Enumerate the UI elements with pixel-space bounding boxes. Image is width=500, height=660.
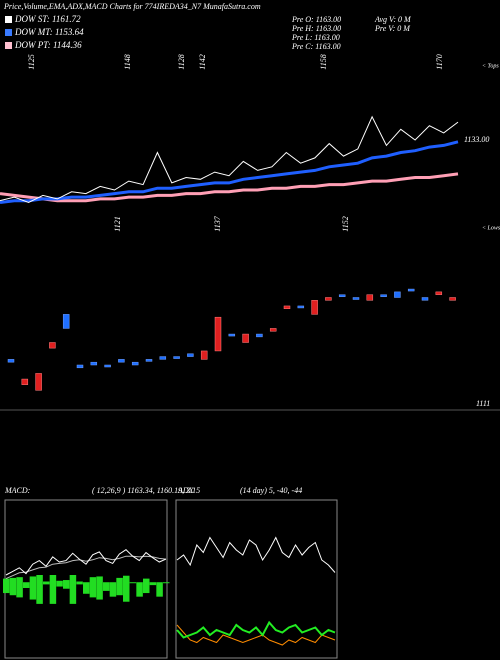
macd-hist [36,575,43,604]
macd-hist [143,578,150,594]
candle [76,364,84,369]
volume-info: Avg V: 0 M [374,15,412,24]
candle [325,297,332,301]
candle [366,294,374,301]
legend-text: DOW ST: 1161.72 [14,14,81,24]
macd-hist [89,577,97,598]
candle [449,297,456,301]
candle [159,356,167,360]
macd-label: MACD: [4,486,31,495]
top-label: 1158 [319,54,328,69]
candle [380,294,387,297]
top-label: 1125 [27,54,36,69]
macd-hist [163,582,170,584]
candle [131,361,139,366]
low-label: 1137 [213,215,222,231]
candle [49,342,56,349]
candle [407,288,415,292]
top-label: 1128 [177,54,186,69]
macd-hist [136,582,143,597]
top-label: 1170 [435,54,444,69]
candle [187,353,194,357]
last-price: 1133.00 [464,135,489,144]
macd-hist [156,582,163,597]
tops-marker: < Tops [482,63,499,69]
candle [269,328,277,332]
adx-params: (14 day) 5, -40, -44 [240,486,302,495]
macd-params: ( 12,26,9 ) 1163.34, 1160.19, 3.15 [92,486,200,495]
macd-hist [109,582,117,597]
price-line [0,172,459,203]
macd-hist [49,575,57,604]
macd-hist [63,580,70,589]
candle [311,300,318,315]
candle [435,291,443,295]
lows-marker: < Lows [482,225,500,231]
candle [256,333,263,338]
bottom-price: 1111 [476,399,490,408]
legend-text: DOW MT: 1153.64 [14,27,84,37]
candle [200,350,208,360]
price-line [0,140,459,204]
macd-hist [129,582,137,584]
candle [104,364,111,368]
macd-hist [29,576,37,600]
top-label: 1148 [123,54,132,69]
adx-line [176,620,336,639]
macd-hist [23,582,30,588]
legend-swatch [5,16,12,23]
macd-hist [3,578,10,594]
candle [242,333,249,343]
macd-hist [83,582,90,594]
candle [7,359,15,363]
prev-info: Pre O: 1163.00 [291,15,341,24]
macd-hist [76,581,83,585]
macd-hist [43,581,50,585]
candle [145,359,153,362]
candle [214,316,222,352]
legend-text: DOW PT: 1144.36 [14,40,82,50]
low-label: 1121 [113,216,122,231]
candle [62,314,70,329]
macd-line [5,549,167,576]
macd-hist [96,576,103,600]
candle [352,297,360,300]
legend-swatch [5,42,12,49]
prev-info: Pre L: 1163.00 [291,33,340,42]
adx-line [176,624,336,646]
chart-title: Price,Volume,EMA,ADX,MACD Charts for 774… [3,2,261,11]
candle [173,356,180,359]
candle [338,294,346,297]
top-label: 1142 [198,54,207,69]
price-line [0,115,459,204]
candle [21,378,29,385]
macd-panel [4,499,168,659]
candle [118,359,125,363]
macd-line [5,555,167,580]
adx-line [176,536,336,573]
candle [90,361,98,366]
volume-info: Pre V: 0 M [374,24,411,33]
candle [421,297,429,301]
adx-panel [175,499,338,659]
macd-hist [103,582,110,591]
macd-hist [9,577,17,596]
macd-hist [123,575,130,602]
candle [35,373,42,391]
candle [297,305,305,309]
macd-hist [16,577,23,598]
adx-label: ADX [177,486,195,495]
low-label: 1152 [341,216,350,231]
candle [228,333,236,337]
macd-hist [116,577,123,596]
prev-info: Pre H: 1163.00 [291,24,341,33]
legend-swatch [5,29,12,36]
macd-hist [149,582,157,586]
candle [283,305,291,309]
candle [394,291,401,298]
macd-hist [69,575,77,604]
prev-info: Pre C: 1163.00 [291,42,341,51]
macd-hist [56,580,63,587]
